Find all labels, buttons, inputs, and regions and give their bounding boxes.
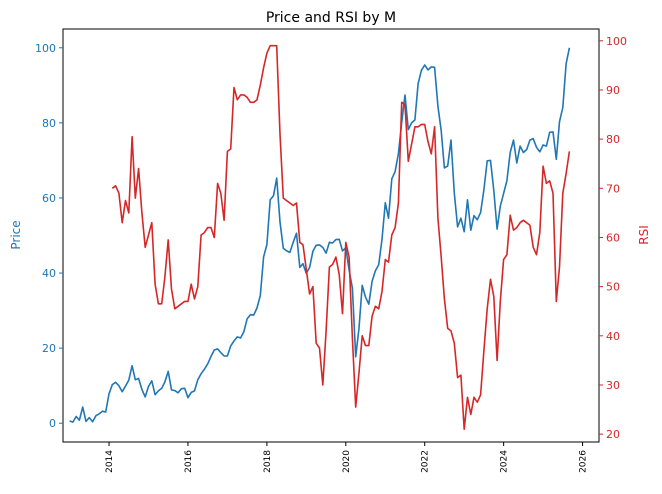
y-right-tick-label: 100	[606, 35, 627, 48]
x-tick-label: 2026	[579, 450, 589, 473]
y-axis-label-left: Price	[9, 220, 23, 249]
y-axis-right: 20 30 40 50 60 70 80 90 100	[599, 35, 627, 441]
y-right-tick-label: 70	[606, 182, 620, 195]
y-left-tick-label: 20	[42, 342, 56, 355]
x-tick-label: 2016	[184, 450, 194, 473]
y-left-tick-label: 100	[35, 42, 56, 55]
x-tick-label: 2022	[421, 450, 431, 473]
y-right-tick-label: 60	[606, 231, 620, 244]
x-axis: 2014 2016 2018 2020 2022 2024 2026	[105, 442, 589, 473]
chart-title: Price and RSI by M	[266, 10, 396, 26]
y-right-tick-label: 90	[606, 84, 620, 97]
plot-frame	[62, 28, 600, 443]
y-left-tick-label: 80	[42, 117, 56, 130]
price-series-line	[69, 47, 571, 423]
x-tick-label: 2018	[263, 450, 273, 473]
x-tick-label: 2014	[105, 450, 115, 473]
y-left-tick-label: 40	[42, 267, 56, 280]
y-right-tick-label: 40	[606, 330, 620, 343]
y-right-tick-label: 50	[606, 281, 620, 294]
y-right-tick-label: 80	[606, 133, 620, 146]
y-right-tick-label: 20	[606, 428, 620, 441]
y-left-tick-label: 60	[42, 192, 56, 205]
y-left-tick-label: 0	[49, 417, 56, 430]
y-axis-left: 0 20 40 60 80 100	[35, 42, 63, 430]
x-tick-label: 2024	[500, 450, 510, 473]
series-layer	[69, 44, 571, 430]
y-right-tick-label: 30	[606, 379, 620, 392]
y-axis-label-right: RSI	[637, 225, 651, 245]
x-tick-label: 2020	[342, 450, 352, 473]
rsi-series-line	[111, 44, 571, 430]
